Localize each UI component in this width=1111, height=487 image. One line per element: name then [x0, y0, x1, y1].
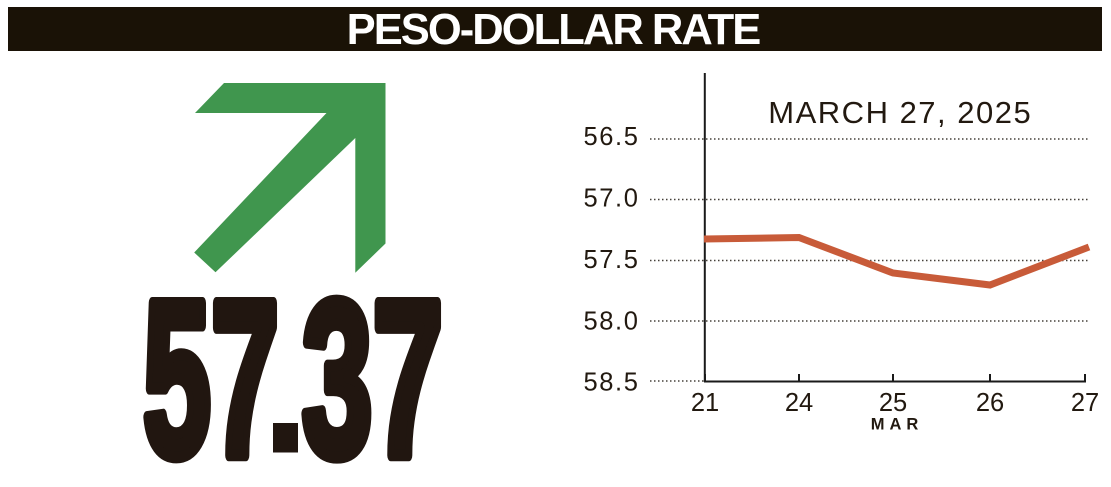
svg-text:24: 24 — [785, 389, 813, 417]
svg-text:57.0: 57.0 — [583, 185, 639, 213]
svg-text:25: 25 — [879, 389, 907, 417]
svg-text:37: 37 — [302, 257, 443, 487]
svg-text:58.5: 58.5 — [583, 369, 639, 397]
svg-text:58.0: 58.0 — [583, 308, 639, 336]
svg-text:PESO-DOLLAR RATE: PESO-DOLLAR RATE — [347, 6, 761, 54]
svg-text:27: 27 — [1071, 389, 1099, 417]
svg-text:57.5: 57.5 — [583, 246, 639, 274]
svg-text:21: 21 — [691, 389, 719, 417]
svg-text:26: 26 — [976, 389, 1004, 417]
svg-text:56.5: 56.5 — [583, 123, 639, 151]
svg-text:57: 57 — [143, 255, 279, 487]
svg-text:MARCH 27, 2025: MARCH 27, 2025 — [768, 95, 1032, 130]
svg-text:MAR: MAR — [871, 416, 924, 434]
